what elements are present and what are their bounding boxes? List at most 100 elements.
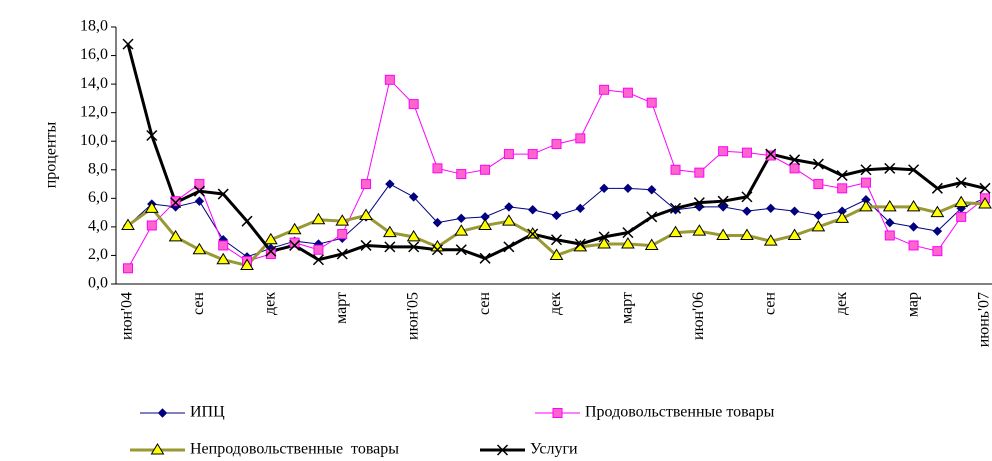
x-tick-label: июн'05 [404,292,421,340]
marker [479,252,491,264]
marker [432,217,443,228]
marker [836,169,848,182]
marker [766,203,776,214]
marker [860,177,871,188]
marker [575,203,586,214]
marker [337,229,348,240]
marker [456,213,466,224]
marker [503,241,515,253]
marker [644,238,659,250]
marker [360,239,372,251]
marker [502,214,516,226]
marker [932,246,943,257]
marker [718,202,728,212]
marker [741,191,753,203]
y-tick-label: 10,0 [80,132,108,149]
marker [765,150,776,161]
x-tick-label: март [619,292,636,324]
marker [265,249,276,260]
marker [646,97,657,108]
marker [217,188,229,200]
marker [860,164,872,176]
marker [311,212,326,225]
x-tick-label: дек [547,292,564,315]
marker [265,245,277,257]
marker [408,192,419,202]
x-tick-label: июнь'07 [976,292,992,347]
marker [908,164,920,176]
marker [289,237,300,248]
y-tick-label: 16,0 [80,46,108,63]
marker [170,196,181,207]
marker [742,206,752,216]
marker [263,232,278,245]
marker [622,87,633,98]
y-tick-label: 2,0 [88,246,108,263]
marker [813,210,824,221]
marker [241,215,253,227]
marker [384,241,396,253]
marker [527,228,539,240]
marker [670,164,681,175]
marker [908,240,919,251]
marker [406,229,421,242]
legend-marker [552,408,563,418]
marker [287,222,302,235]
marker [574,238,586,250]
y-tick-label: 8,0 [88,160,108,177]
marker [693,197,705,209]
marker [740,228,754,240]
marker [336,248,348,260]
y-tick-label: 18,0 [80,18,108,35]
x-tick-label: сен [761,292,778,315]
marker [455,244,467,256]
marker [575,133,586,144]
marker [550,234,563,246]
marker [812,158,824,170]
legend-marker [496,444,509,456]
marker [978,197,992,209]
x-tick-label: июн'04 [119,292,136,340]
legend-label: Продовольственные товары [585,404,775,421]
series-line [126,43,986,262]
marker [382,225,397,238]
marker [813,179,824,190]
marker [599,183,609,194]
marker [359,208,373,220]
x-tick-label: март [333,292,350,324]
marker [218,240,229,251]
marker [193,185,205,197]
marker [763,234,778,246]
x-tick-label: дек [833,292,850,315]
y-tick-label: 4,0 [88,218,108,235]
x-tick-label: сен [476,292,493,315]
marker [194,196,205,206]
x-tick-label: июн'06 [690,292,707,340]
marker [454,224,469,236]
marker [573,239,588,252]
marker [551,139,562,150]
marker [170,197,182,209]
marker [144,201,159,213]
marker [121,218,135,230]
marker [884,230,895,241]
marker [598,231,610,243]
marker [647,185,657,195]
marker [312,254,324,266]
marker [979,182,991,194]
marker [906,199,921,212]
legend-marker [150,443,165,455]
marker [361,179,372,190]
marker [789,206,800,216]
marker [837,183,848,194]
marker [216,252,231,265]
marker [240,258,254,270]
marker [122,38,134,50]
marker [787,228,802,240]
marker [884,162,896,174]
marker [168,229,183,242]
marker [480,164,491,175]
x-tick-label: дек [262,292,279,315]
marker [956,211,967,222]
marker [765,148,777,160]
